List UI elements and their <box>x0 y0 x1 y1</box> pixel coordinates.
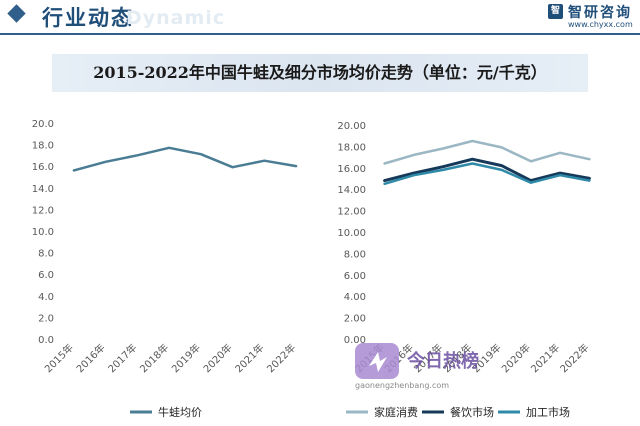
right-y-tick: 2.00 <box>344 314 366 325</box>
right-y-tick: 4.00 <box>344 292 366 303</box>
badge-label: 今日热榜 <box>407 350 479 372</box>
left-y-tick: 12.0 <box>32 205 54 216</box>
page-header: 行业动态 Dynamic 智 智研咨询 www.chyxx.com <box>0 0 640 35</box>
right-legend-label: 家庭消费 <box>374 405 418 419</box>
page-title: 行业动态 <box>42 6 134 30</box>
left-x-tick: 2020年 <box>200 341 234 375</box>
chart-title: 2015-2022年中国牛蛙及细分市场均价走势（单位：元/千克） <box>93 63 547 82</box>
left-series-0-line <box>72 146 298 172</box>
left-y-tick: 10.0 <box>32 227 54 238</box>
right-x-tick: 2022年 <box>557 341 591 375</box>
left-y-tick: 4.0 <box>38 292 54 303</box>
left-y-tick: 8.0 <box>38 249 54 260</box>
left-x-tick: 2015年 <box>42 341 76 375</box>
header-divider <box>0 33 640 35</box>
left-x-tick: 2017年 <box>105 341 139 375</box>
right-y-tick: 6.00 <box>344 271 366 282</box>
diamond-icon <box>7 4 26 23</box>
flame-icon <box>369 352 387 372</box>
left-x-tick: 2018年 <box>137 341 171 375</box>
header-watermark: Dynamic <box>126 7 226 29</box>
left-y-tick: 16.0 <box>32 162 54 173</box>
left-x-tick: 2022年 <box>264 341 298 375</box>
logo-mark: 智 <box>548 4 563 19</box>
left-x-tick: 2021年 <box>232 341 266 375</box>
right-y-tick: 8.00 <box>344 249 366 260</box>
chart-left: 0.0 2.0 4.0 6.0 8.0 10.0 12.0 14.0 16.0 18.0 20.0 2… <box>32 119 299 419</box>
logo-url: www.chyxx.com <box>568 20 633 29</box>
logo-name: 智研咨询 <box>568 5 632 21</box>
right-y-tick: 0.00 <box>344 335 366 346</box>
right-legend-label: 餐饮市场 <box>450 405 494 419</box>
right-series-2-line <box>383 162 591 186</box>
left-y-tick: 6.0 <box>38 270 54 281</box>
right-y-tick: 16.00 <box>337 164 366 175</box>
right-y-tick: 12.00 <box>337 207 366 218</box>
right-y-tick: 20.00 <box>337 121 366 132</box>
left-y-tick: 0.0 <box>38 335 54 346</box>
charts-svg: 0.0 2.0 4.0 6.0 8.0 10.0 12.0 14.0 16.0 18.0 20.0 2… <box>32 119 592 419</box>
right-legend-label: 加工市场 <box>526 405 570 419</box>
chart-title-banner <box>52 54 588 92</box>
overlay-layer: 今日热榜 gaonengzhenbang.com <box>355 343 479 390</box>
right-y-tick: 10.00 <box>337 228 366 239</box>
left-y-tick: 18.0 <box>32 141 54 152</box>
right-x-tick: 2021年 <box>528 341 562 375</box>
left-y-tick: 14.0 <box>32 184 54 195</box>
badge-url: gaonengzhenbang.com <box>355 381 449 390</box>
right-y-tick: 14.00 <box>337 185 366 196</box>
right-y-tick: 18.00 <box>337 142 366 153</box>
left-y-tick: 2.0 <box>38 313 54 324</box>
left-y-tick: 20.0 <box>32 119 54 130</box>
left-x-tick: 2016年 <box>73 341 107 375</box>
left-legend-label: 牛蛙均价 <box>158 405 202 419</box>
left-x-tick: 2019年 <box>169 341 203 375</box>
right-series-0-line <box>383 139 591 165</box>
right-x-tick: 2020年 <box>499 341 533 375</box>
right-series-1-line <box>383 157 591 183</box>
